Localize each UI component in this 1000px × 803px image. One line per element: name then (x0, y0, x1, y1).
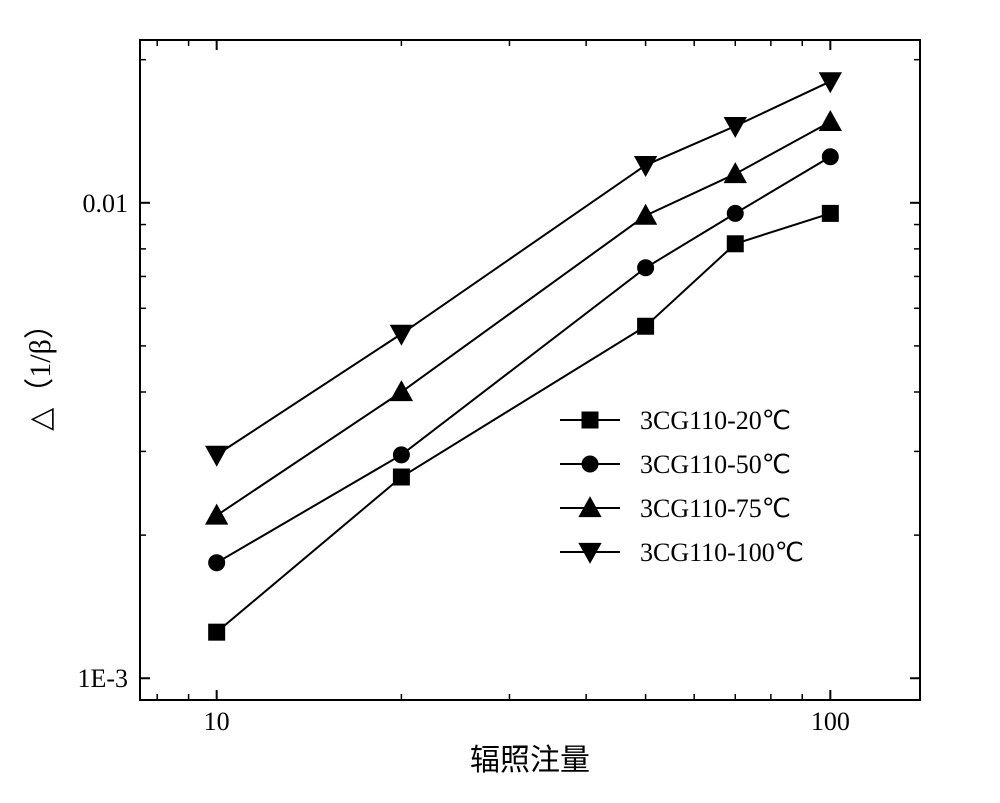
marker-triangle-up (635, 205, 657, 224)
marker-circle (393, 447, 409, 463)
marker-square (727, 236, 743, 252)
marker-circle (822, 149, 838, 165)
marker-triangle-down (724, 117, 746, 136)
legend-label: 3CG110-50℃ (640, 450, 791, 479)
y-tick-label: 1E-3 (77, 664, 128, 693)
chart-root: 101001E-30.01辐照注量△（1/β）3CG110-20℃3CG110-… (0, 0, 1000, 803)
x-tick-label: 100 (811, 707, 850, 736)
series-line (217, 81, 831, 454)
marker-triangle-down (820, 73, 842, 92)
plot-border (140, 40, 920, 700)
marker-circle (638, 260, 654, 276)
marker-triangle-down (391, 325, 413, 344)
marker-triangle-up (391, 381, 413, 400)
legend-label: 3CG110-75℃ (640, 494, 791, 523)
legend-label: 3CG110-100℃ (640, 538, 804, 567)
marker-square (638, 318, 654, 334)
marker-triangle-down (206, 446, 228, 465)
legend-label: 3CG110-20℃ (640, 406, 791, 435)
marker-triangle-down (579, 543, 601, 562)
x-axis-label: 辐照注量 (470, 744, 590, 777)
marker-circle (727, 205, 743, 221)
marker-square (209, 624, 225, 640)
marker-circle (209, 555, 225, 571)
y-tick-label: 0.01 (83, 189, 129, 218)
marker-triangle-up (579, 497, 601, 516)
x-tick-label: 10 (204, 707, 230, 736)
marker-square (822, 205, 838, 221)
marker-square (393, 469, 409, 485)
marker-circle (582, 456, 598, 472)
marker-triangle-up (724, 163, 746, 182)
marker-square (582, 412, 598, 428)
marker-triangle-down (635, 157, 657, 176)
legend: 3CG110-20℃ 3CG110-50℃ 3CG110-75℃ 3CG110-100… (560, 406, 804, 567)
marker-triangle-up (206, 505, 228, 524)
y-axis-label: △（1/β） (24, 309, 57, 431)
marker-triangle-up (820, 111, 842, 130)
